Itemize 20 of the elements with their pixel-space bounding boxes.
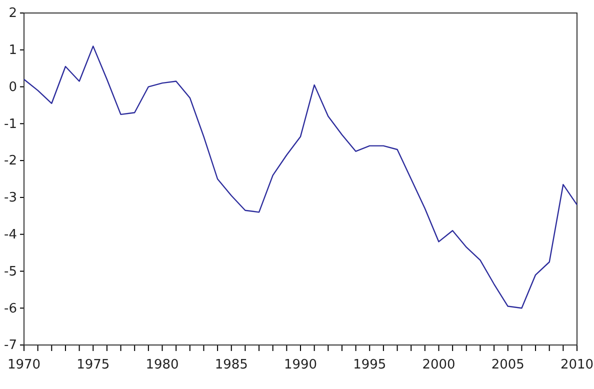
x-tick-label: 1995	[353, 357, 386, 372]
y-tick-label: -7	[4, 338, 17, 354]
y-tick-label: -2	[4, 154, 17, 169]
y-tick-label: -3	[4, 190, 17, 206]
x-tick-label: 1980	[146, 357, 179, 372]
x-tick-label: 2010	[560, 357, 594, 372]
y-tick-label: -6	[4, 301, 17, 316]
y-tick-label: 1	[8, 43, 17, 58]
x-tick-label: 1985	[214, 357, 248, 372]
y-tick-label: -4	[4, 227, 17, 242]
x-tick-label: 1970	[7, 357, 41, 372]
line-series	[23, 46, 578, 309]
x-tick-label: 1975	[76, 357, 110, 372]
x-tick-label: 2000	[422, 357, 456, 372]
y-tick-label: -5	[4, 264, 17, 280]
y-tick-label: 2	[8, 6, 17, 22]
x-tick-label: 2005	[491, 357, 524, 372]
y-tick-label: 0	[8, 80, 17, 95]
y-tick-label: -1	[4, 116, 17, 132]
x-tick-label: 1990	[284, 357, 318, 372]
